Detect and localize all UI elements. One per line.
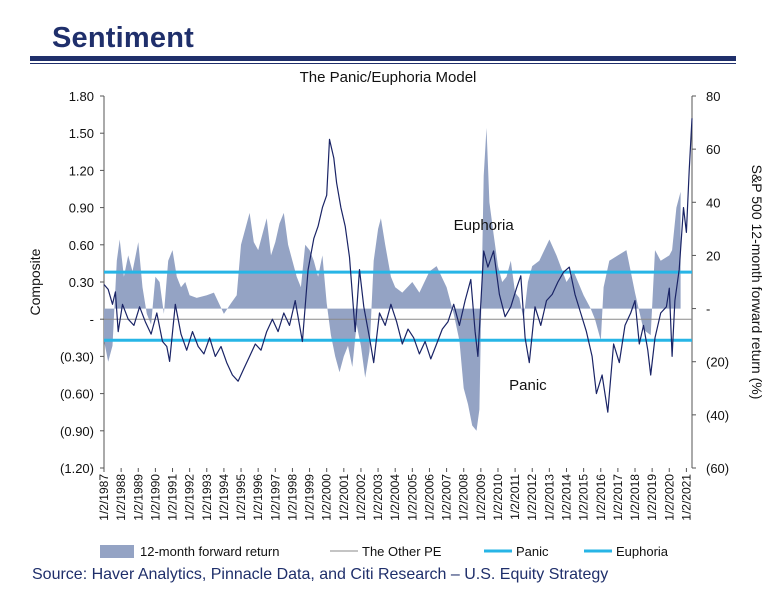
left-tick-labels: 1.80 1.50 1.20 0.90 0.60 0.30 - (0.30) (0.60) (0.…: [60, 89, 104, 476]
left-tick-label: (0.90): [60, 424, 94, 439]
panic-euphoria-chart: The Panic/Euphoria Model Composite S&P 5…: [27, 69, 765, 559]
x-tick-labels: 1/2/1987 1/2/1988 1/2/1989 1/2/1990 1/2/1991…: [97, 468, 693, 521]
right-tick-labels: 80 60 40 20 - (20) (40) (60): [692, 89, 729, 476]
x-tick-label: 1/2/1997: [268, 474, 282, 521]
x-tick-label: 1/2/2021: [679, 474, 693, 521]
left-tick-label: 1.20: [69, 163, 94, 178]
chart-title: The Panic/Euphoria Model: [300, 69, 477, 86]
x-tick-label: 1/2/2010: [491, 474, 505, 521]
legend: 12-month forward return The Other PE Panic…: [100, 544, 669, 559]
right-tick-label: 20: [706, 248, 720, 263]
title-rule: [30, 56, 736, 61]
left-tick-label: 0.30: [69, 275, 94, 290]
x-tick-label: 1/2/2016: [594, 474, 608, 521]
x-tick-label: 1/2/2007: [440, 474, 454, 521]
x-tick-label: 1/2/2015: [577, 474, 591, 521]
x-tick-label: 1/2/2002: [354, 474, 368, 521]
other-pe-line: [103, 118, 693, 413]
left-tick-label: 1.80: [69, 89, 94, 104]
x-tick-label: 1/2/2020: [662, 474, 676, 521]
x-tick-label: 1/2/2006: [422, 474, 436, 521]
source-note: Source: Haver Analytics, Pinnacle Data, …: [32, 566, 609, 583]
x-tick-label: 1/2/2014: [559, 474, 573, 521]
x-tick-label: 1/2/2009: [474, 474, 488, 521]
right-tick-label: 40: [706, 195, 720, 210]
x-tick-label: 1/2/1998: [285, 474, 299, 521]
x-tick-label: 1/2/2003: [371, 474, 385, 521]
other-pe-line-group: [103, 118, 693, 413]
left-tick-label: (0.30): [60, 349, 94, 364]
x-tick-label: 1/2/2005: [405, 474, 419, 521]
title-rule-thin: [30, 63, 736, 64]
x-tick-label: 1/2/2012: [525, 474, 539, 521]
legend-label: 12-month forward return: [140, 544, 279, 559]
annotations: Euphoria Panic: [454, 217, 548, 394]
x-tick-label: 1/2/2004: [388, 474, 402, 521]
x-tick-label: 1/2/2013: [542, 474, 556, 521]
threshold-lines: [104, 270, 692, 342]
x-tick-label: 1/2/2001: [337, 474, 351, 521]
x-tick-label: 1/2/2008: [457, 474, 471, 521]
y-axis-label-right: S&P 500 12-month forward return (%): [749, 165, 765, 400]
x-tick-label: 1/2/1989: [131, 474, 145, 521]
x-tick-label: 1/2/2000: [320, 474, 334, 521]
left-tick-label: 0.60: [69, 238, 94, 253]
right-tick-label: (40): [706, 408, 729, 423]
x-tick-label: 1/2/1995: [234, 474, 248, 521]
x-tick-label: 1/2/1999: [303, 474, 317, 521]
forward-return-area-path: [104, 127, 681, 431]
right-tick-label: 80: [706, 89, 720, 104]
left-tick-label: (1.20): [60, 461, 94, 476]
x-tick-label: 1/2/2011: [508, 474, 522, 520]
x-tick-label: 1/2/1994: [217, 474, 231, 521]
legend-label: The Other PE: [362, 544, 442, 559]
legend-swatch-forward-return: [100, 545, 134, 558]
legend-label: Panic: [516, 544, 549, 559]
legend-label: Euphoria: [616, 544, 669, 559]
x-tick-label: 1/2/2019: [645, 474, 659, 521]
x-tick-label: 1/2/1987: [97, 474, 111, 521]
left-tick-label: (0.60): [60, 387, 94, 402]
left-tick-label: 0.90: [69, 201, 94, 216]
x-tick-label: 1/2/1988: [114, 474, 128, 521]
right-tick-label: -: [706, 302, 710, 317]
x-tick-label: 1/2/1992: [183, 474, 197, 521]
x-tick-label: 1/2/2018: [628, 474, 642, 521]
annotation-label: Panic: [509, 377, 547, 394]
annotation-label: Euphoria: [454, 217, 515, 234]
slide-title: Sentiment: [52, 22, 194, 54]
x-tick-label: 1/2/2017: [611, 474, 625, 521]
y-axis-label-left: Composite: [27, 248, 43, 315]
x-tick-label: 1/2/1990: [148, 474, 162, 521]
x-tick-label: 1/2/1991: [166, 474, 180, 521]
right-tick-label: 60: [706, 142, 720, 157]
right-tick-label: (20): [706, 355, 729, 370]
left-tick-label: 1.50: [69, 126, 94, 141]
x-tick-label: 1/2/1993: [200, 474, 214, 521]
forward-return-area: [104, 127, 681, 431]
x-tick-label: 1/2/1996: [251, 474, 265, 521]
right-tick-label: (60): [706, 461, 729, 476]
left-tick-label: -: [90, 312, 94, 327]
